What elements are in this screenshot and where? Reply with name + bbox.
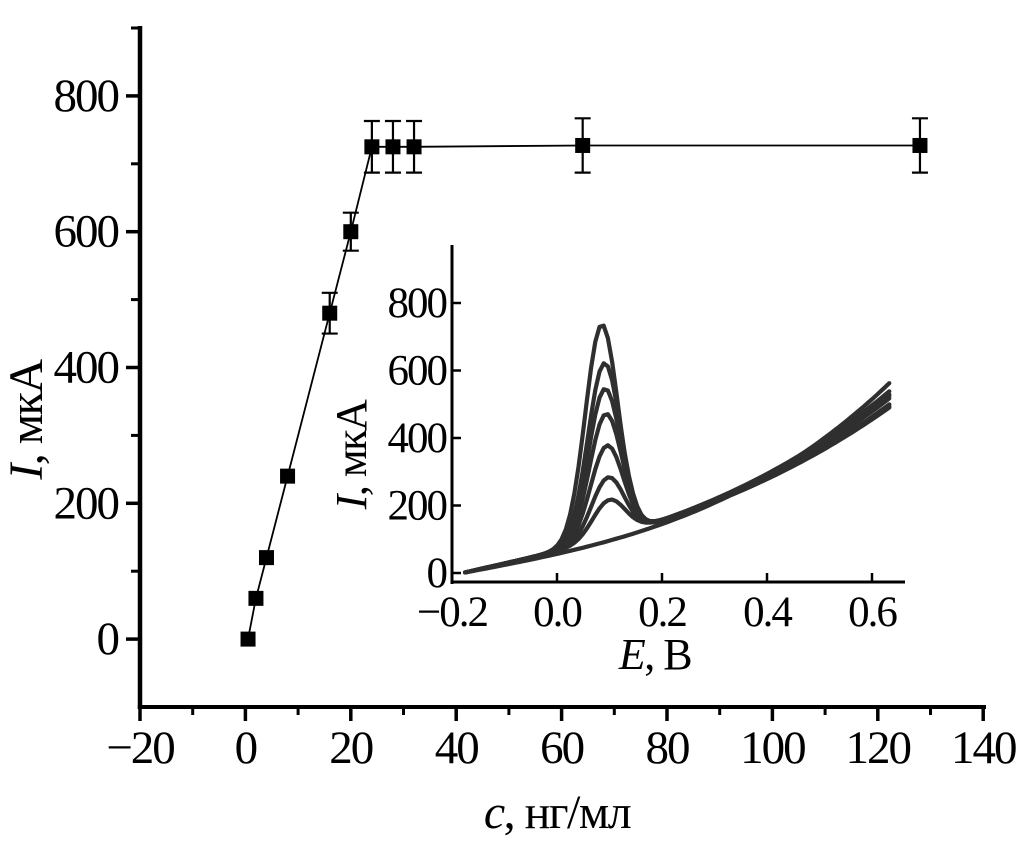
inset-x-tick-label: 0.0 xyxy=(533,589,581,636)
main-y-tick-label: 200 xyxy=(54,477,119,529)
main-x-tick-label: 40 xyxy=(435,722,479,774)
voltammogram-5 xyxy=(463,392,892,575)
background-curve xyxy=(463,381,892,575)
inset-x-tick-label: −0.2 xyxy=(417,589,488,636)
main-x-tick-label: −20 xyxy=(106,722,174,774)
main-y-tick-label: 400 xyxy=(54,342,119,394)
main-x-tick-label: 100 xyxy=(740,722,805,774)
voltammogram-6 xyxy=(463,402,892,575)
inset-x-tick-label: 0.2 xyxy=(638,589,686,636)
data-point-marker xyxy=(280,468,296,484)
voltammogram-3 xyxy=(463,387,892,575)
main-x-tick-label: 0 xyxy=(235,722,257,774)
voltammogram-4 xyxy=(463,405,892,575)
inset-x-tick-label: 0.6 xyxy=(848,589,897,636)
inset-y-tick-label: 800 xyxy=(388,280,447,327)
data-point-marker xyxy=(258,550,274,566)
main-x-tick-label: 80 xyxy=(646,722,690,774)
data-point-marker xyxy=(575,137,591,153)
main-x-tick-label: 60 xyxy=(540,722,584,774)
inset-y-tick-label: 400 xyxy=(388,415,447,462)
inset-y-axis-label: I, мкА xyxy=(327,399,376,510)
main-y-tick-label: 0 xyxy=(97,613,119,665)
main-x-axis-label: c, нг/мл xyxy=(484,786,631,839)
data-point-marker xyxy=(248,590,264,606)
main-y-tick-label: 800 xyxy=(54,70,119,122)
data-point-marker xyxy=(240,631,256,647)
data-point-marker xyxy=(322,305,338,321)
data-point-marker xyxy=(385,139,401,155)
main-y-axis-label: I, мкА xyxy=(0,358,53,480)
inset-y-tick-label: 0 xyxy=(427,550,447,597)
data-point-marker xyxy=(343,224,359,240)
main-y-tick-label: 600 xyxy=(54,206,119,258)
inset-y-tick-label: 600 xyxy=(388,348,447,395)
inset-y-tick-label: 200 xyxy=(388,483,447,530)
inset-x-axis-label: E, В xyxy=(618,630,691,679)
data-point-marker xyxy=(912,137,928,153)
voltammogram-2 xyxy=(463,361,892,575)
voltammogram-7 xyxy=(463,389,892,575)
data-point-marker xyxy=(364,139,380,155)
data-point-marker xyxy=(406,139,422,155)
main-x-tick-label: 20 xyxy=(329,722,373,774)
inset-plot: 0 200 400 600 800 −0.2 0.0 0.2 0.4 0.6 E, В I, мкА xyxy=(327,245,905,679)
main-x-tick-label: 140 xyxy=(951,722,1016,774)
calibration-line xyxy=(247,144,920,640)
main-plot: 0 200 400 600 800 −20 0 20 40 60 80 100 120 140 c, нг/… xyxy=(0,26,1016,839)
inset-x-tick-label: 0.4 xyxy=(743,589,792,636)
main-x-tick-label: 120 xyxy=(846,722,911,774)
inset-curves xyxy=(463,323,892,575)
